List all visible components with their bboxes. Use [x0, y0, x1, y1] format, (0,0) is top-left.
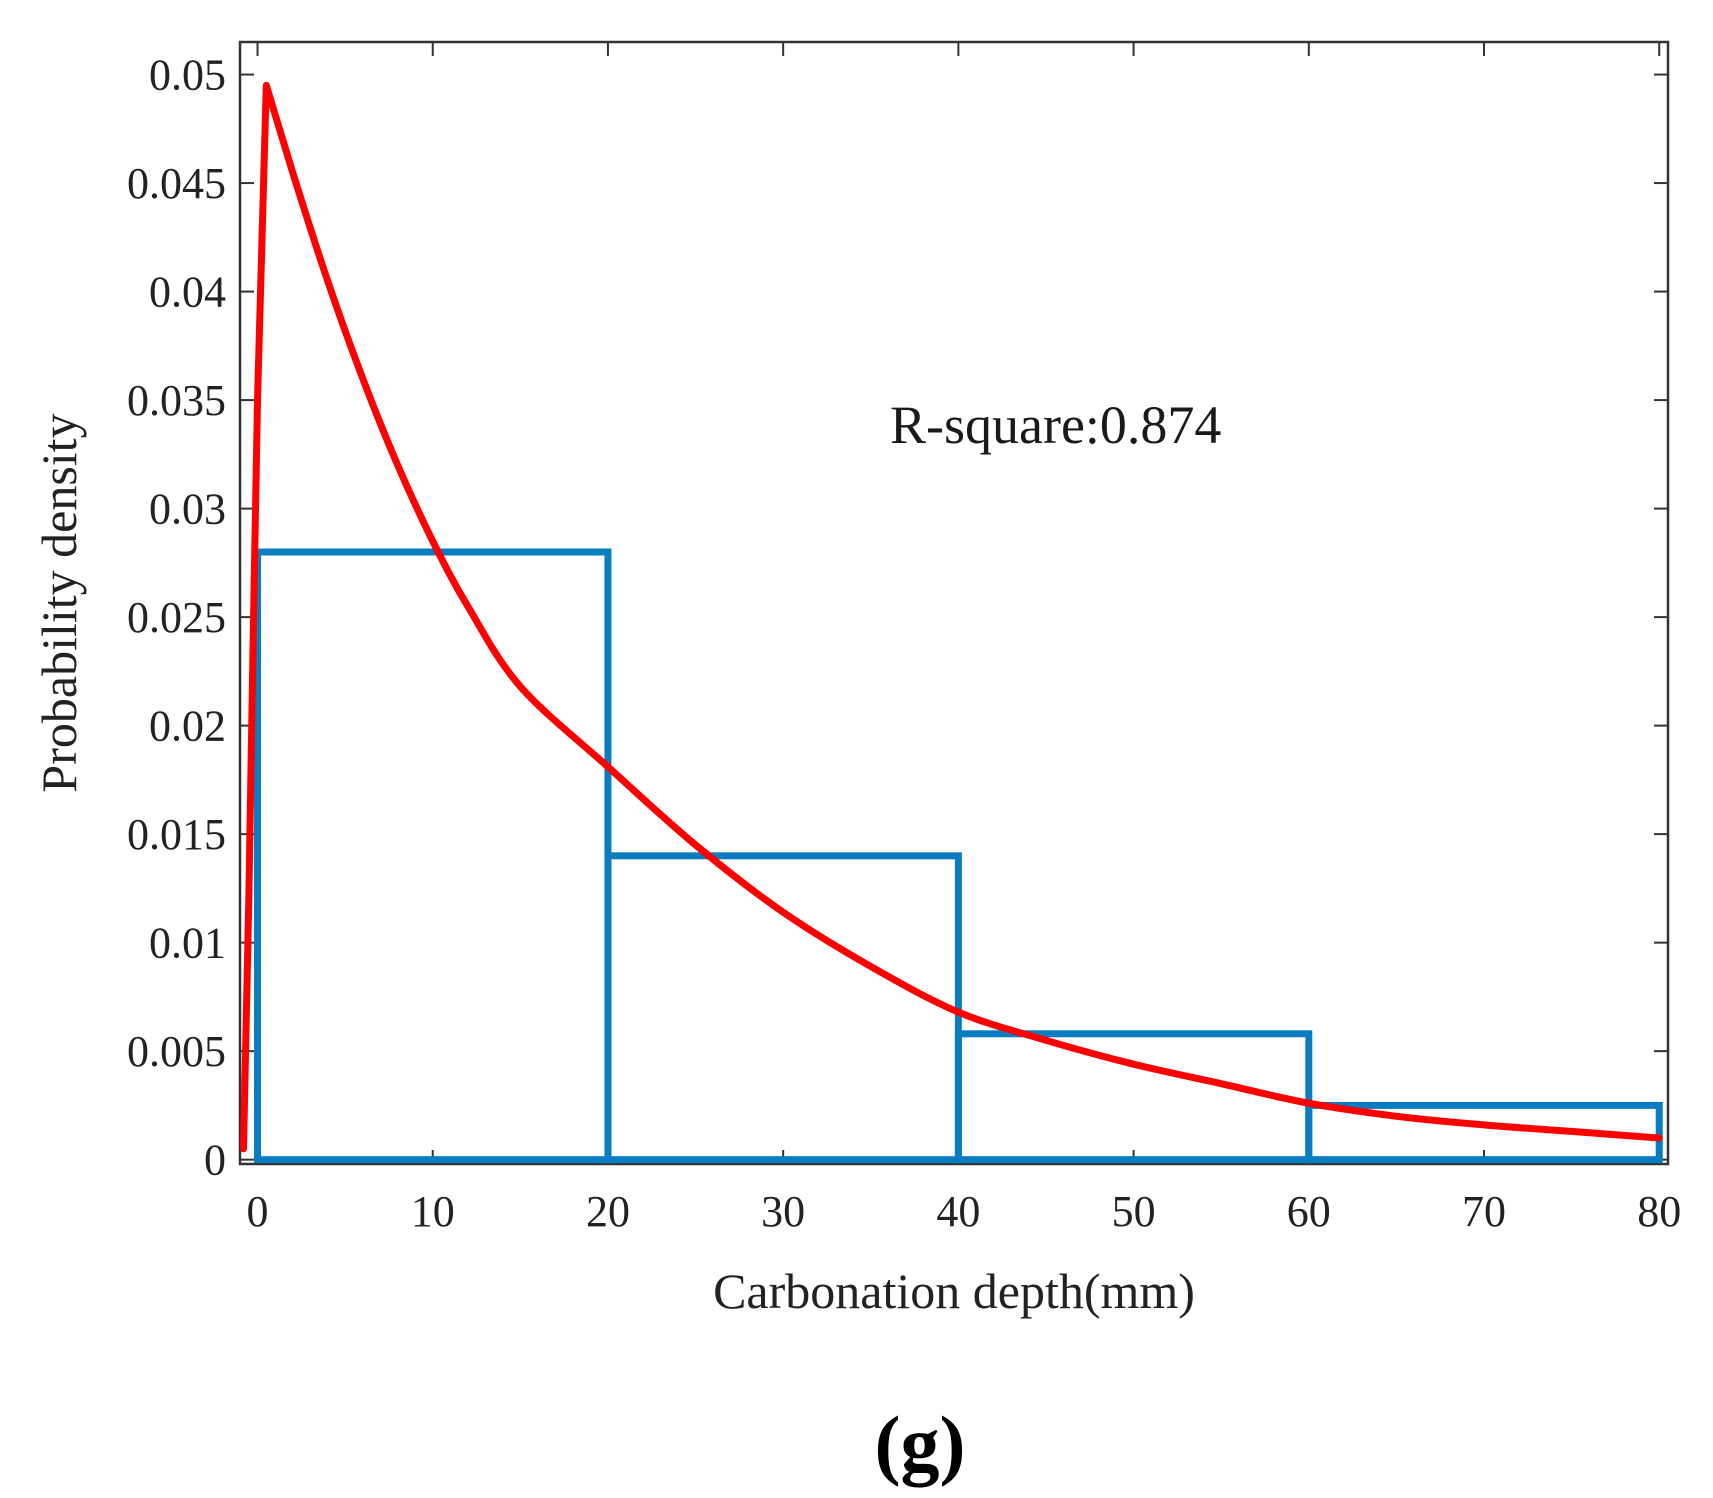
y-tick-label: 0.05	[149, 51, 226, 100]
y-tick-label: 0.04	[149, 268, 226, 317]
y-tick-label: 0.005	[127, 1027, 226, 1076]
x-tick-label: 30	[761, 1187, 805, 1236]
x-axis-title: Carbonation depth(mm)	[713, 1263, 1195, 1319]
x-tick-label: 80	[1637, 1187, 1681, 1236]
x-tick-label: 40	[936, 1187, 980, 1236]
y-axis-ticks: 0 0.005 0.01 0.015 0.02 0.025 0.03 0.035 0.04 0.0…	[127, 51, 1668, 1185]
histogram-bar-2	[604, 852, 962, 1164]
histogram-bar-3	[954, 1030, 1313, 1164]
y-axis-title: Probability density	[31, 413, 87, 792]
histogram-bar-4	[1305, 1101, 1663, 1164]
y-tick-label: 0.025	[127, 593, 226, 642]
histogram-bars	[254, 548, 1663, 1164]
x-tick-label: 60	[1287, 1187, 1331, 1236]
x-tick-label: 50	[1112, 1187, 1156, 1236]
x-axis-ticks: 0 10 20 30 40 50 60 70 80	[247, 42, 1681, 1236]
x-tick-label: 20	[586, 1187, 630, 1236]
panel-label: (g)	[875, 1400, 966, 1487]
y-tick-label: 0.02	[149, 702, 226, 751]
y-tick-label: 0.01	[149, 919, 226, 968]
y-tick-label: 0.045	[127, 159, 226, 208]
y-tick-label: 0.035	[127, 376, 226, 425]
y-tick-label: 0.03	[149, 485, 226, 534]
x-tick-label: 0	[247, 1187, 269, 1236]
plot-area	[238, 40, 1670, 1166]
r-square-annotation: R-square:0.874	[890, 395, 1221, 455]
y-tick-label: 0	[204, 1136, 226, 1185]
fitted-pdf-curve	[240, 81, 1663, 1153]
x-tick-label: 70	[1462, 1187, 1506, 1236]
y-tick-label: 0.015	[127, 810, 226, 859]
x-tick-label: 10	[411, 1187, 455, 1236]
